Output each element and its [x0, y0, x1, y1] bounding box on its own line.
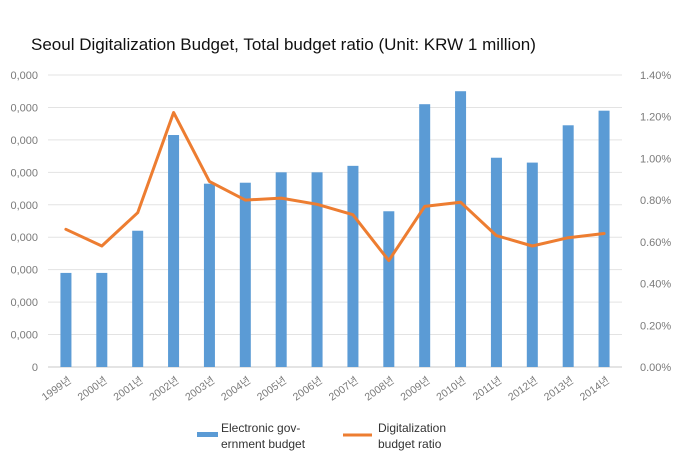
right-tick-label: 0.00%	[640, 362, 671, 374]
x-tick-label: 1999년	[40, 375, 74, 404]
x-tick-label: 2002년	[147, 375, 181, 404]
x-tick-label: 2003년	[183, 375, 217, 404]
right-tick-label: 1.00%	[640, 153, 671, 165]
bar	[132, 230, 144, 367]
bar	[562, 125, 574, 368]
bar	[347, 165, 359, 367]
bar	[455, 91, 467, 367]
bar	[311, 172, 323, 367]
x-tick-label: 2001년	[111, 375, 145, 404]
bar	[526, 162, 538, 367]
bar	[239, 182, 251, 367]
bar	[275, 172, 287, 367]
bar	[419, 104, 431, 367]
bar	[60, 272, 72, 367]
chart-title: Seoul Digitalization Budget, Total budge…	[31, 35, 536, 54]
left-tick-label: 0,000	[10, 70, 38, 82]
legend-label-bar-line1: Electronic gov-	[221, 421, 300, 435]
left-tick-label: 0,000	[10, 297, 38, 309]
x-tick-label: 2012년	[506, 375, 540, 404]
bar	[490, 157, 502, 367]
left-tick-label: 0,000	[10, 135, 38, 147]
x-tick-label: 2000년	[76, 375, 110, 404]
bar	[168, 135, 180, 367]
x-tick-label: 2005년	[255, 375, 289, 404]
legend-swatch-bar	[197, 432, 218, 437]
gridlines	[48, 74, 622, 368]
legend-label-line-line1: Digitalization	[378, 421, 446, 435]
left-tick-label: 0,000	[10, 200, 38, 212]
x-tick-label: 2014년	[578, 375, 612, 404]
right-tick-label: 0.20%	[640, 320, 671, 332]
ratio-line	[64, 111, 606, 263]
x-tick-label: 2009년	[398, 375, 432, 404]
line-series	[64, 111, 606, 263]
x-axis-ticks: 1999년 2000년 2001년 2002년 2003년 2004년 2005년 2006년…	[40, 375, 612, 404]
x-tick-label: 2007년	[327, 375, 361, 404]
bar	[383, 211, 395, 367]
right-axis-ticks: 0.00% 0.20% 0.40% 0.60% 0.80% 1.00% 1.20% 1.40%	[640, 70, 671, 374]
legend-label-bar-line2: ernment budget	[221, 437, 306, 451]
left-tick-label: 0	[32, 362, 38, 374]
right-tick-label: 0.40%	[640, 279, 671, 291]
x-tick-label: 2006년	[291, 375, 325, 404]
left-tick-label: 0,000	[10, 265, 38, 277]
x-tick-label: 2010년	[434, 375, 468, 404]
left-tick-label: 0,000	[10, 232, 38, 244]
x-tick-label: 2004년	[219, 375, 253, 404]
bar	[203, 183, 215, 367]
left-tick-label: 0,000	[10, 102, 38, 114]
left-tick-label: 0,000	[10, 330, 38, 342]
bar-series	[60, 91, 610, 368]
right-tick-label: 1.20%	[640, 112, 671, 124]
legend-label-line-line2: budget ratio	[378, 437, 442, 451]
x-tick-label: 2013년	[542, 375, 576, 404]
left-axis-ticks: 0 0,000 0,000 0,000 0,000 0,000 0,000 0,000 0,00…	[10, 70, 38, 374]
bar	[96, 272, 108, 367]
right-tick-label: 0.80%	[640, 195, 671, 207]
right-tick-label: 0.60%	[640, 237, 671, 249]
right-tick-label: 1.40%	[640, 70, 671, 82]
legend: Electronic gov- ernment budget Digitaliz…	[197, 421, 446, 451]
x-tick-label: 2008년	[363, 375, 397, 404]
x-tick-label: 2011년	[471, 375, 504, 403]
bar	[598, 110, 610, 367]
left-tick-label: 0,000	[10, 167, 38, 179]
